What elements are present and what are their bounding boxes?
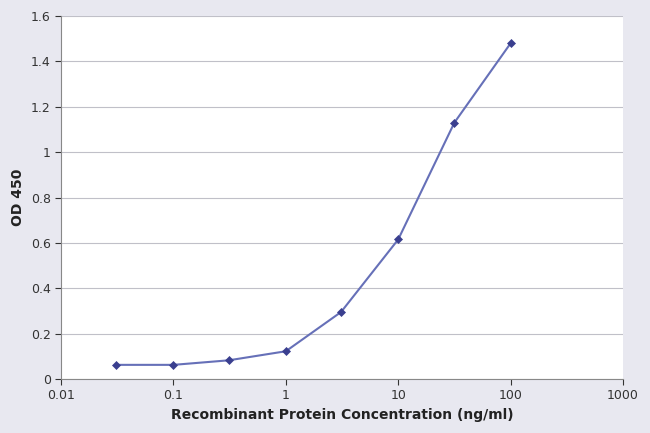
- X-axis label: Recombinant Protein Concentration (ng/ml): Recombinant Protein Concentration (ng/ml…: [171, 408, 514, 422]
- Y-axis label: OD 450: OD 450: [11, 169, 25, 226]
